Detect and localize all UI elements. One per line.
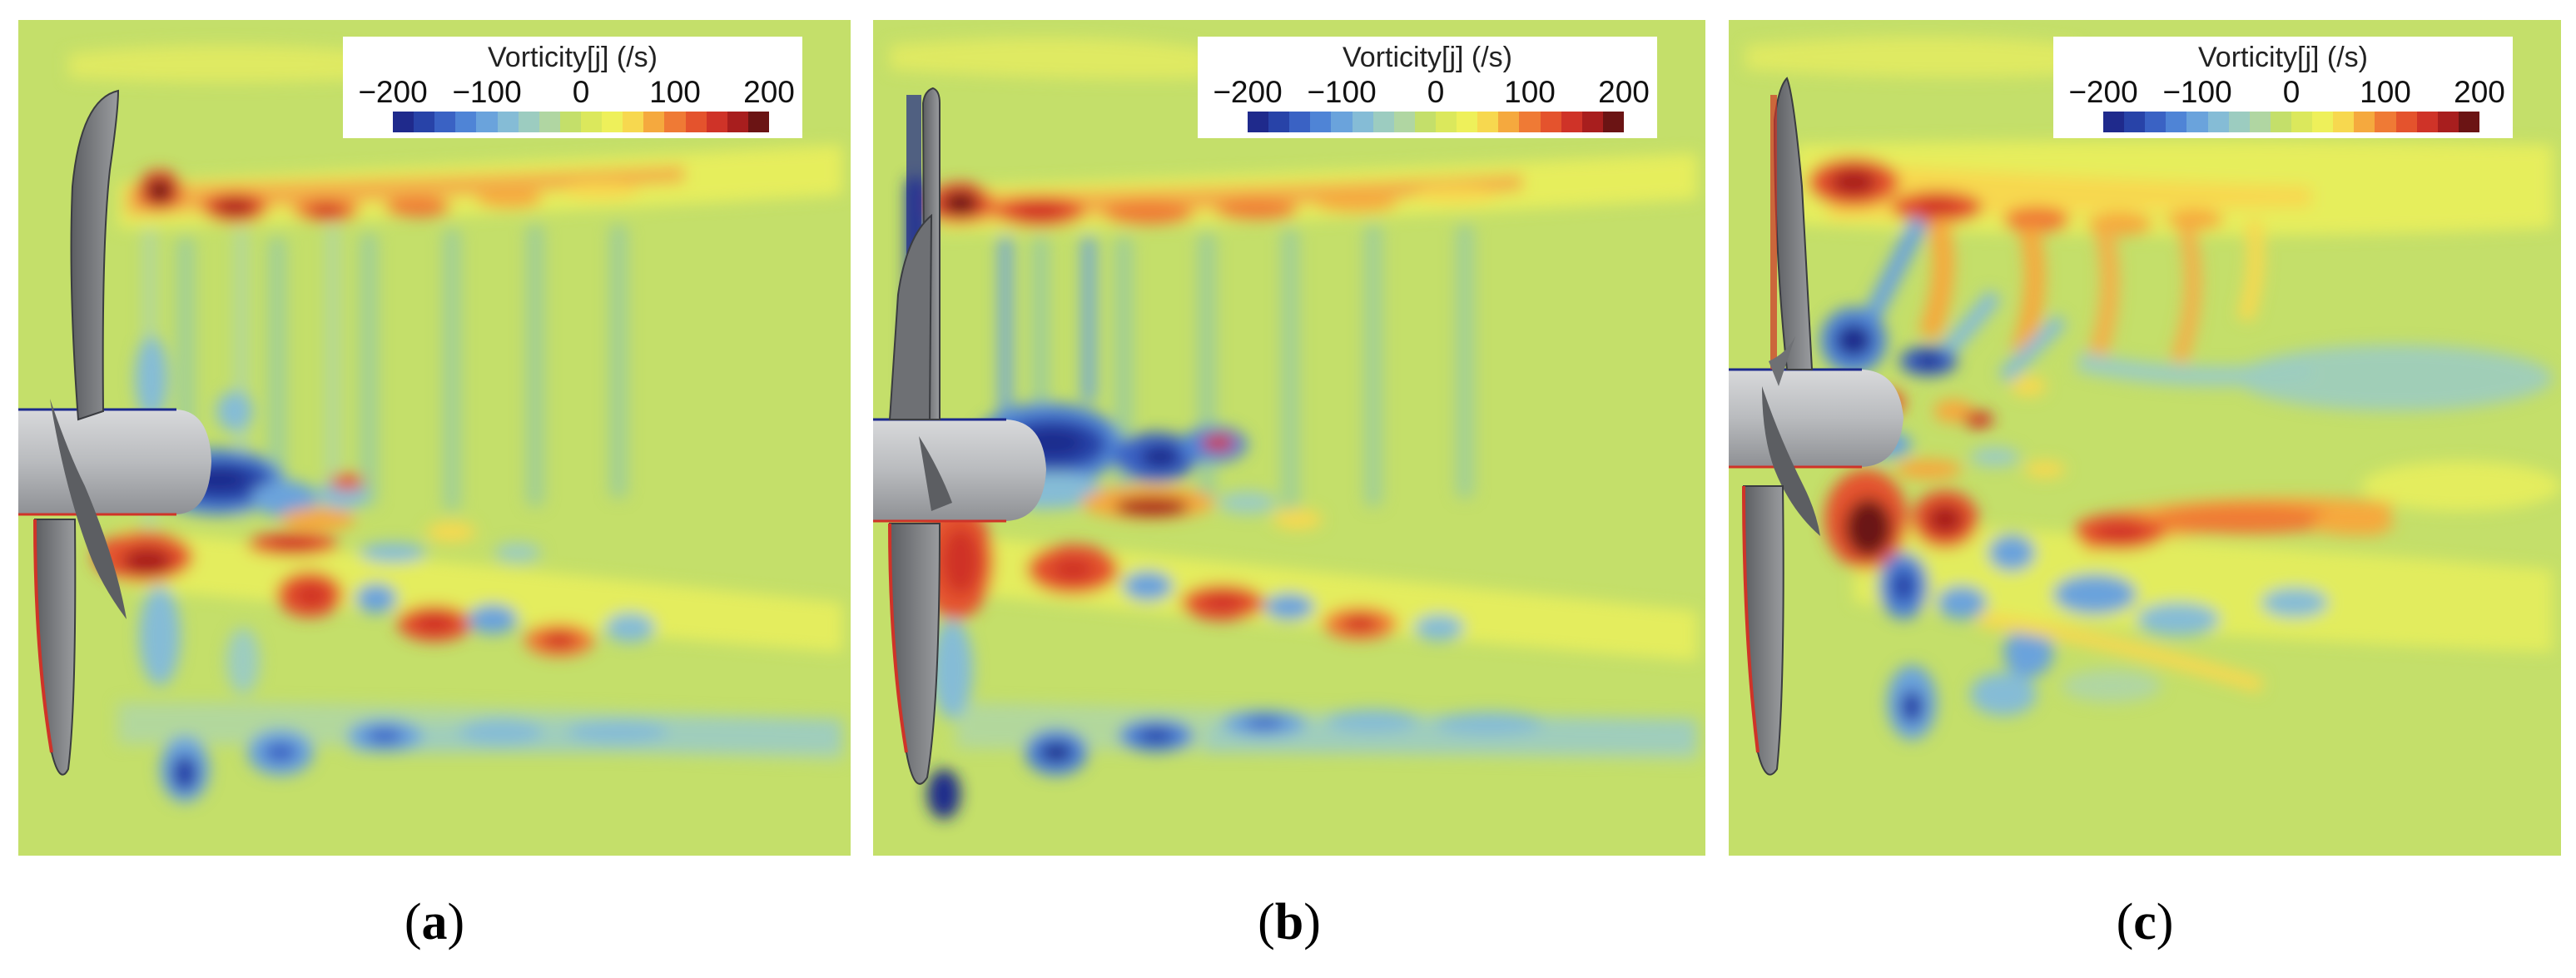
colorbar-tick: 200 (2454, 75, 2505, 109)
colorbar-swatch (2354, 112, 2375, 132)
caption-b-letter: b (1274, 894, 1304, 951)
colorbar-swatch (1561, 112, 1582, 132)
colorbar-swatch (539, 112, 560, 132)
colorbar-swatch (1540, 112, 1561, 132)
colorbar-swatch (1352, 112, 1373, 132)
propeller-a (18, 89, 211, 776)
colorbar-swatch (664, 112, 686, 132)
colorbar-swatch (1372, 112, 1394, 132)
colorbar-swatch (2103, 112, 2125, 132)
colorbar-legend: Vorticity[j] (/s) −200 −100 0 100 200 (2053, 37, 2513, 138)
colorbar-swatch (2249, 112, 2271, 132)
colorbar-title: Vorticity[j] (/s) (2197, 42, 2369, 73)
colorbar-swatch (2207, 112, 2229, 132)
colorbar-swatch (2437, 112, 2459, 132)
caption-b: (b) (1258, 894, 1321, 951)
colorbar-gradient (2103, 112, 2479, 132)
colorbar-swatch (1581, 112, 1603, 132)
colorbar-swatch (1268, 112, 1290, 132)
colorbar-swatch (476, 112, 498, 132)
colorbar-swatch (497, 112, 519, 132)
colorbar-tick: −100 (1307, 75, 1377, 109)
colorbar-swatch (2145, 112, 2167, 132)
colorbar-swatch (2395, 112, 2417, 132)
colorbar-swatch (602, 112, 623, 132)
colorbar-swatch (1602, 112, 1624, 132)
colorbar-swatch (1414, 112, 1436, 132)
colorbar-swatch (2312, 112, 2334, 132)
vorticity-field-c (1729, 20, 2561, 856)
colorbar-swatch (434, 112, 456, 132)
colorbar-swatch (747, 112, 769, 132)
colorbar-swatch (1498, 112, 1520, 132)
colorbar-tick: 100 (649, 75, 701, 109)
caption-c: (c) (2116, 894, 2174, 951)
colorbar-swatch (414, 112, 435, 132)
colorbar-swatch (623, 112, 644, 132)
panel-c: Vorticity[j] (/s) −200 −100 0 100 200 (1729, 20, 2561, 856)
colorbar-tick: −100 (452, 75, 522, 109)
colorbar-swatch (2416, 112, 2438, 132)
colorbar-swatch (2333, 112, 2355, 132)
colorbar-swatch (2270, 112, 2291, 132)
colorbar-tick: 0 (572, 75, 590, 109)
colorbar-swatch (1331, 112, 1353, 132)
colorbar-swatch (1435, 112, 1457, 132)
colorbar-swatch (1477, 112, 1499, 132)
vorticity-field-a (18, 20, 851, 856)
colorbar-swatch (455, 112, 477, 132)
propeller-b (873, 87, 1046, 785)
colorbar-tick: 0 (2282, 75, 2301, 109)
colorbar-tick: −100 (2162, 75, 2232, 109)
colorbar-ticks: −200 −100 0 100 200 (343, 77, 802, 110)
colorbar-legend: Vorticity[j] (/s) −200 −100 0 100 200 (343, 37, 802, 138)
wake-structures-b (890, 37, 1697, 819)
colorbar-swatch (2228, 112, 2250, 132)
colorbar-swatch (2166, 112, 2187, 132)
colorbar-swatch (518, 112, 539, 132)
colorbar-swatch (1519, 112, 1541, 132)
colorbar-tick: 200 (743, 75, 795, 109)
colorbar-title: Vorticity[j] (/s) (1342, 42, 1513, 73)
colorbar-swatch (1248, 112, 1269, 132)
colorbar-swatch (1393, 112, 1415, 132)
colorbar-gradient (393, 112, 769, 132)
propeller-c (1729, 77, 1903, 776)
colorbar-swatch (2458, 112, 2479, 132)
colorbar-swatch (727, 112, 748, 132)
colorbar-tick: 100 (2360, 75, 2411, 109)
colorbar-tick: −200 (358, 75, 428, 109)
colorbar-swatch (2375, 112, 2396, 132)
colorbar-swatch (393, 112, 414, 132)
caption-a-letter: a (421, 894, 448, 951)
caption-a: (a) (404, 894, 465, 951)
colorbar-swatch (559, 112, 581, 132)
colorbar-ticks: −200 −100 0 100 200 (1198, 77, 1657, 110)
wake-structures-c (1745, 37, 2561, 740)
colorbar-swatch (2186, 112, 2208, 132)
colorbar-swatch (2124, 112, 2146, 132)
colorbar-tick: 200 (1598, 75, 1650, 109)
colorbar-swatch (643, 112, 665, 132)
colorbar-swatch (1289, 112, 1311, 132)
colorbar-swatch (685, 112, 707, 132)
colorbar-swatch (2291, 112, 2313, 132)
colorbar-tick: −200 (2068, 75, 2138, 109)
caption-c-letter: c (2133, 894, 2157, 951)
colorbar-tick: 100 (1504, 75, 1556, 109)
colorbar-tick: 0 (1427, 75, 1445, 109)
panel-b: Vorticity[j] (/s) −200 −100 0 100 200 (873, 20, 1705, 856)
colorbar-legend: Vorticity[j] (/s) −200 −100 0 100 200 (1198, 37, 1657, 138)
colorbar-swatch (1310, 112, 1332, 132)
colorbar-gradient (1248, 112, 1624, 132)
colorbar-swatch (1457, 112, 1478, 132)
colorbar-title: Vorticity[j] (/s) (487, 42, 658, 73)
colorbar-tick: −200 (1213, 75, 1283, 109)
colorbar-swatch (706, 112, 727, 132)
vorticity-field-b (873, 20, 1705, 856)
colorbar-swatch (580, 112, 603, 132)
colorbar-ticks: −200 −100 0 100 200 (2053, 77, 2513, 110)
panel-a: Vorticity[j] (/s) −200 −100 0 100 200 (18, 20, 851, 856)
